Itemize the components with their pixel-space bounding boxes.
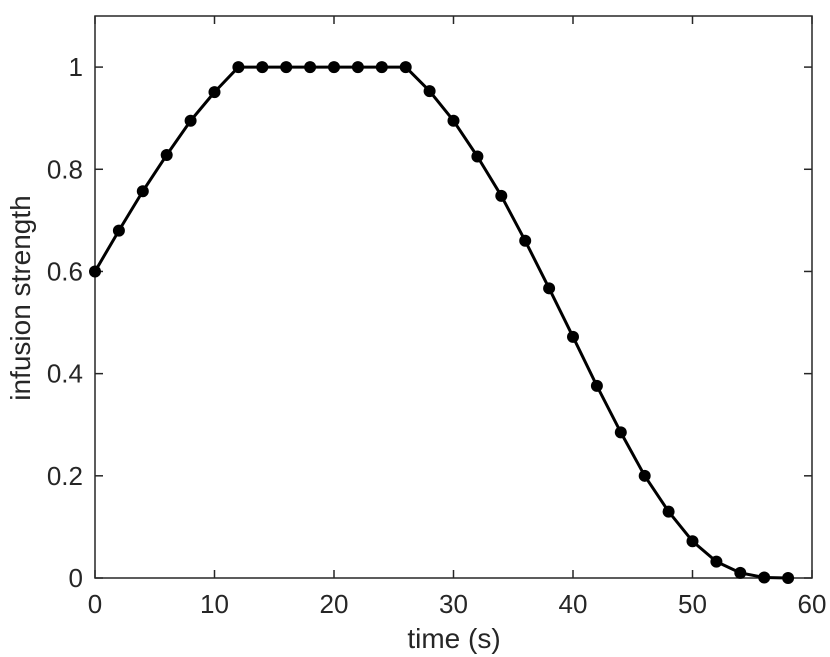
- y-tick-label: 0.8: [47, 154, 83, 184]
- data-point: [256, 61, 269, 74]
- data-point: [160, 148, 173, 161]
- series-layer: [89, 61, 795, 584]
- x-tick-label: 10: [200, 589, 229, 619]
- data-point: [136, 185, 149, 198]
- data-point: [89, 265, 101, 278]
- data-point: [686, 535, 699, 548]
- x-tick-label: 30: [439, 589, 468, 619]
- data-point: [304, 61, 317, 74]
- data-point: [328, 61, 340, 74]
- y-tick-label: 0.6: [47, 256, 83, 286]
- x-axis-label: time (s): [407, 623, 500, 654]
- data-point: [519, 234, 532, 247]
- data-point: [758, 571, 771, 584]
- data-point: [638, 469, 651, 482]
- data-point: [782, 572, 795, 584]
- series-line: [93, 65, 789, 580]
- x-tick-label: 50: [678, 589, 707, 619]
- x-tick-label: 20: [320, 589, 349, 619]
- y-axis-ticks: 0 0.2 0.4 0.6 0.8 1: [47, 52, 812, 593]
- data-point: [543, 282, 556, 295]
- data-point: [399, 61, 412, 74]
- x-tick-label: 60: [798, 589, 827, 619]
- y-tick-label: 0.2: [47, 461, 83, 491]
- y-tick-label: 1: [69, 52, 83, 82]
- data-point: [423, 85, 436, 98]
- data-point: [734, 566, 747, 579]
- data-point: [232, 61, 245, 74]
- data-point: [375, 61, 388, 74]
- data-point: [590, 379, 603, 392]
- data-point: [184, 114, 197, 127]
- data-point: [567, 330, 579, 343]
- y-tick-label: 0.4: [47, 359, 83, 389]
- data-point: [447, 114, 460, 127]
- data-point: [112, 224, 125, 237]
- data-point: [662, 505, 675, 518]
- data-point: [495, 189, 508, 202]
- y-tick-label: 0: [69, 563, 83, 593]
- x-tick-label: 0: [88, 589, 102, 619]
- x-axis-ticks: 0 10 20 30 40 50 60: [88, 16, 827, 619]
- data-point: [614, 426, 627, 439]
- data-point: [351, 61, 364, 74]
- data-point: [710, 555, 723, 568]
- data-point: [471, 150, 484, 163]
- data-point: [280, 61, 293, 74]
- x-tick-label: 40: [559, 589, 588, 619]
- y-axis-label: infusion strength: [5, 195, 36, 400]
- data-point: [208, 86, 221, 99]
